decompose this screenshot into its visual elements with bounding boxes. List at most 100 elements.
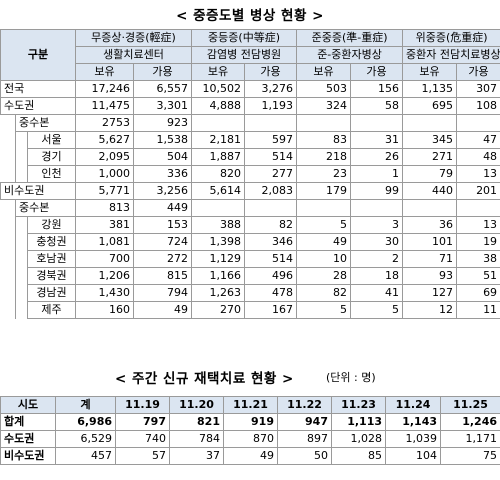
column-header: 11.22: [277, 396, 332, 414]
cell-value: 2,083: [244, 182, 298, 200]
cell-value: [244, 114, 298, 132]
cell-value: 28: [296, 267, 352, 285]
cell-value: 101: [402, 233, 458, 251]
header-row-groups: 구분 무증상·경증(輕症) 중등증(中等症) 준중증(準-重症) 위중증(危重症): [0, 29, 500, 81]
cell-value: 218: [296, 148, 352, 166]
cell-value: 324: [296, 97, 352, 115]
group-name: 중등증(中等症): [191, 29, 298, 47]
cell-value: 38: [456, 250, 500, 268]
cell-value: 695: [402, 97, 458, 115]
cell-value: 1: [350, 165, 404, 183]
cell-value: 85: [331, 447, 386, 465]
cell-value: 503: [296, 80, 352, 98]
cell-value: [296, 114, 352, 132]
sub-header: 가용: [456, 63, 500, 81]
group-name: 위중증(危重症): [402, 29, 500, 47]
cell-value: 272: [133, 250, 193, 268]
cell-value: [402, 114, 458, 132]
cell-value: 160: [75, 301, 135, 319]
cell-value: 820: [191, 165, 246, 183]
cell-value: 346: [244, 233, 298, 251]
cell-value: 6,557: [133, 80, 193, 98]
cell-value: 1,113: [331, 413, 386, 431]
cell-value: 870: [223, 430, 278, 448]
table-row: 전국 17,246 6,557 10,502 3,276 503 156 1,135 307: [0, 80, 500, 98]
cell-value: 381: [75, 216, 135, 234]
cell-value: 50: [277, 447, 332, 465]
cell-value: 2: [350, 250, 404, 268]
sub-header: 가용: [244, 63, 298, 81]
home-treatment-title: < 주간 신규 재택치료 현황 >: [115, 371, 294, 387]
cell-value: 93: [402, 267, 458, 285]
cell-value: 270: [191, 301, 246, 319]
cell-value: 1,000: [75, 165, 135, 183]
cell-value: 104: [385, 447, 441, 465]
row-label: 충청권: [26, 233, 77, 251]
cell-value: 784: [169, 430, 224, 448]
cell-value: 37: [169, 447, 224, 465]
cell-value: 71: [402, 250, 458, 268]
table-row: 제주 160 49 270 167 5 5 12 11: [1, 301, 500, 319]
row-label: 비수도권: [0, 447, 56, 465]
cell-value: 496: [244, 267, 298, 285]
table-row: 비수도권 5,771 3,256 5,614 2,083 179 99 440 201: [0, 182, 500, 200]
row-label: 강원: [26, 216, 77, 234]
cell-value: 201: [456, 182, 500, 200]
table-row: 충청권 1,081 724 1,398 346 49 30 101 19: [1, 233, 500, 251]
table-row: 호남권 700 272 1,129 514 10 2 71 38: [1, 250, 500, 268]
cell-value: 1,171: [440, 430, 500, 448]
cell-value: 3,301: [133, 97, 193, 115]
row-label: 합계: [0, 413, 56, 431]
cell-value: 597: [244, 131, 298, 149]
table-row: 강원 381 153 388 82 5 3 36 13: [1, 216, 500, 319]
header-row-sub: 보유 가용 보유 가용 보유 가용 보유 가용: [1, 63, 500, 81]
cell-value: 49: [296, 233, 352, 251]
column-header: 11.19: [115, 396, 170, 414]
cell-value: 271: [402, 148, 458, 166]
cell-value: 36: [402, 216, 458, 234]
table-row: 경북권 1,206 815 1,166 496 28 18 93 51: [1, 267, 500, 285]
cell-value: 5,614: [191, 182, 246, 200]
cell-value: 1,143: [385, 413, 441, 431]
column-header: 시도: [0, 396, 56, 414]
cell-value: 17,246: [75, 80, 135, 98]
row-label: 제주: [26, 301, 77, 319]
cell-value: 156: [350, 80, 404, 98]
cell-value: 1,538: [133, 131, 193, 149]
facility-name: 준-중환자병상: [296, 46, 404, 64]
cell-value: 388: [191, 216, 246, 234]
table-row: 비수도권 457 57 37 49 50 85 104 75: [0, 447, 500, 465]
cell-value: 49: [223, 447, 278, 465]
cell-value: [296, 199, 352, 217]
row-label: 비수도권: [0, 182, 77, 200]
cell-value: 700: [75, 250, 135, 268]
cell-value: 13: [456, 165, 500, 183]
cell-value: 923: [133, 114, 193, 132]
cell-value: 457: [55, 447, 116, 465]
home-treatment-table: 시도 계 11.19 11.20 11.21 11.22 11.23 11.24 11.25 합계…: [0, 396, 500, 465]
cell-value: 1,166: [191, 267, 246, 285]
cell-value: [244, 199, 298, 217]
cell-value: [191, 199, 246, 217]
cell-value: [350, 199, 404, 217]
cell-value: 1,206: [75, 267, 135, 285]
cell-value: 23: [296, 165, 352, 183]
column-header: 11.21: [223, 396, 278, 414]
cell-value: 108: [456, 97, 500, 115]
cell-value: 13: [456, 216, 500, 234]
cell-value: 69: [456, 284, 500, 302]
table-row: 수도권 11,475 3,301 4,888 1,193 324 58 695 108: [0, 97, 500, 115]
cell-value: 5,771: [75, 182, 135, 200]
cell-value: 12: [402, 301, 458, 319]
column-header: 11.25: [440, 396, 500, 414]
cell-value: 740: [115, 430, 170, 448]
col-group-label: 구분: [0, 29, 77, 81]
row-label: 중수본: [14, 114, 77, 132]
cell-value: 478: [244, 284, 298, 302]
cell-value: 345: [402, 131, 458, 149]
header-row: 시도 계 11.19 11.20 11.21 11.22 11.23 11.24 11.25: [0, 396, 500, 414]
cell-value: 6,986: [55, 413, 116, 431]
row-label: 수도권: [0, 97, 77, 115]
cell-value: [456, 114, 500, 132]
cell-value: 1,398: [191, 233, 246, 251]
